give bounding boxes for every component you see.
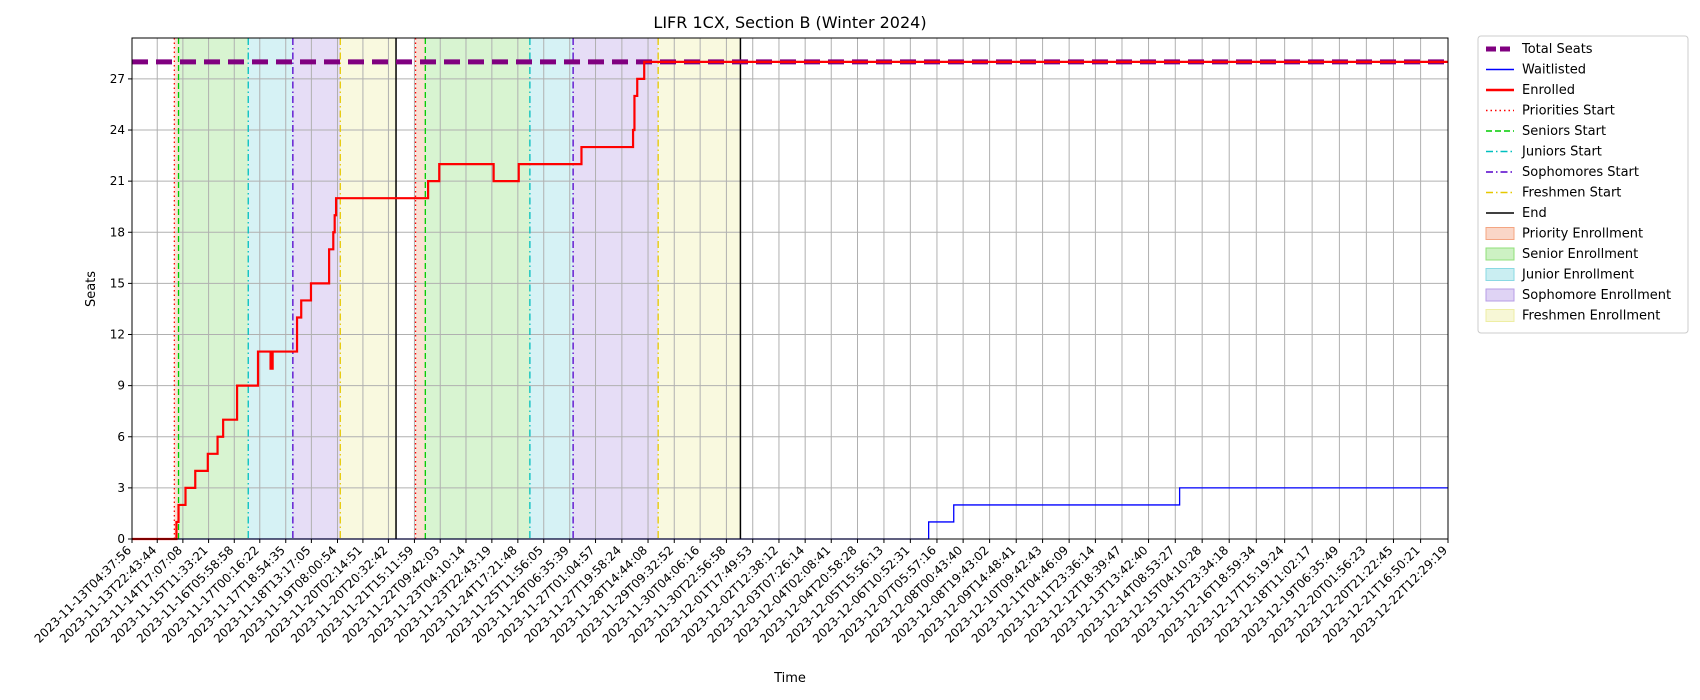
series-enrolled: [132, 60, 1448, 541]
legend-swatch-priority-enrollment: [1485, 227, 1515, 240]
legend-frame: [1477, 35, 1689, 334]
x-axis-ticks: 2023-11-13T04:37:562023-11-13T22:43:4420…: [32, 539, 1450, 646]
legend-label-total-seats: Total Seats: [1521, 42, 1593, 57]
y-tick-label: 3: [117, 481, 125, 495]
series-lines: [132, 59, 1448, 541]
chart-title: LIFR 1CX, Section B (Winter 2024): [653, 13, 926, 32]
phase-start-lines: [173, 38, 742, 539]
span-sophomore-enrollment-1: [573, 38, 659, 539]
y-tick-label: 0: [117, 532, 125, 546]
legend-label-sophomore-enrollment: Sophomore Enrollment: [1522, 288, 1671, 303]
y-tick-label: 21: [110, 174, 125, 188]
span-priority-enrollment-1: [415, 38, 426, 539]
legend-label-waitlisted: Waitlisted: [1522, 63, 1586, 78]
span-priority-enrollment-0: [174, 38, 179, 539]
legend-label-end: End: [1522, 206, 1547, 221]
span-junior-enrollment-1: [529, 38, 574, 539]
y-tick-label: 18: [110, 225, 125, 239]
legend-label-senior-enrollment: Senior Enrollment: [1522, 247, 1638, 262]
span-senior-enrollment-1: [425, 38, 530, 539]
legend-label-junior-enrollment: Junior Enrollment: [1521, 268, 1634, 283]
legend-label-juniors-start: Juniors Start: [1521, 145, 1602, 160]
y-tick-label: 27: [110, 72, 125, 86]
legend-label-seniors-start: Seniors Start: [1522, 124, 1606, 139]
span-freshmen-enrollment-0: [340, 38, 397, 539]
plot-frame: [131, 37, 1449, 540]
y-tick-label: 6: [117, 430, 125, 444]
y-tick-label: 15: [110, 276, 125, 290]
legend-label-freshmen-enrollment: Freshmen Enrollment: [1522, 309, 1660, 324]
legend-label-enrolled: Enrolled: [1522, 83, 1575, 98]
y-axis-label: Seats: [84, 271, 99, 307]
enrollment-spans: [174, 38, 741, 539]
legend-swatch-senior-enrollment: [1485, 247, 1515, 261]
y-tick-label: 12: [110, 328, 125, 342]
legend-label-sophomores-start: Sophomores Start: [1522, 165, 1639, 180]
legend: Total Seats Waitlisted Enrolled Priorities …: [1477, 35, 1689, 334]
y-tick-label: 24: [110, 123, 125, 137]
legend-swatch-sophomore-enrollment: [1485, 288, 1515, 302]
legend-swatch-junior-enrollment: [1485, 268, 1515, 281]
legend-label-freshmen-start: Freshmen Start: [1522, 186, 1621, 201]
span-sophomore-enrollment-0: [292, 38, 341, 539]
series-waitlisted: [132, 487, 1448, 540]
y-axis-ticks: 0 3 6 9 12 15 18 21 24 27: [110, 72, 132, 546]
legend-label-priorities-start: Priorities Start: [1522, 104, 1615, 119]
x-axis-label: Time: [773, 671, 806, 686]
span-senior-enrollment-0: [178, 38, 249, 539]
legend-label-priority-enrollment: Priority Enrollment: [1522, 227, 1643, 242]
y-tick-label: 9: [117, 379, 125, 393]
legend-swatch-freshmen-enrollment: [1485, 309, 1515, 322]
span-freshmen-enrollment-1: [658, 38, 741, 539]
